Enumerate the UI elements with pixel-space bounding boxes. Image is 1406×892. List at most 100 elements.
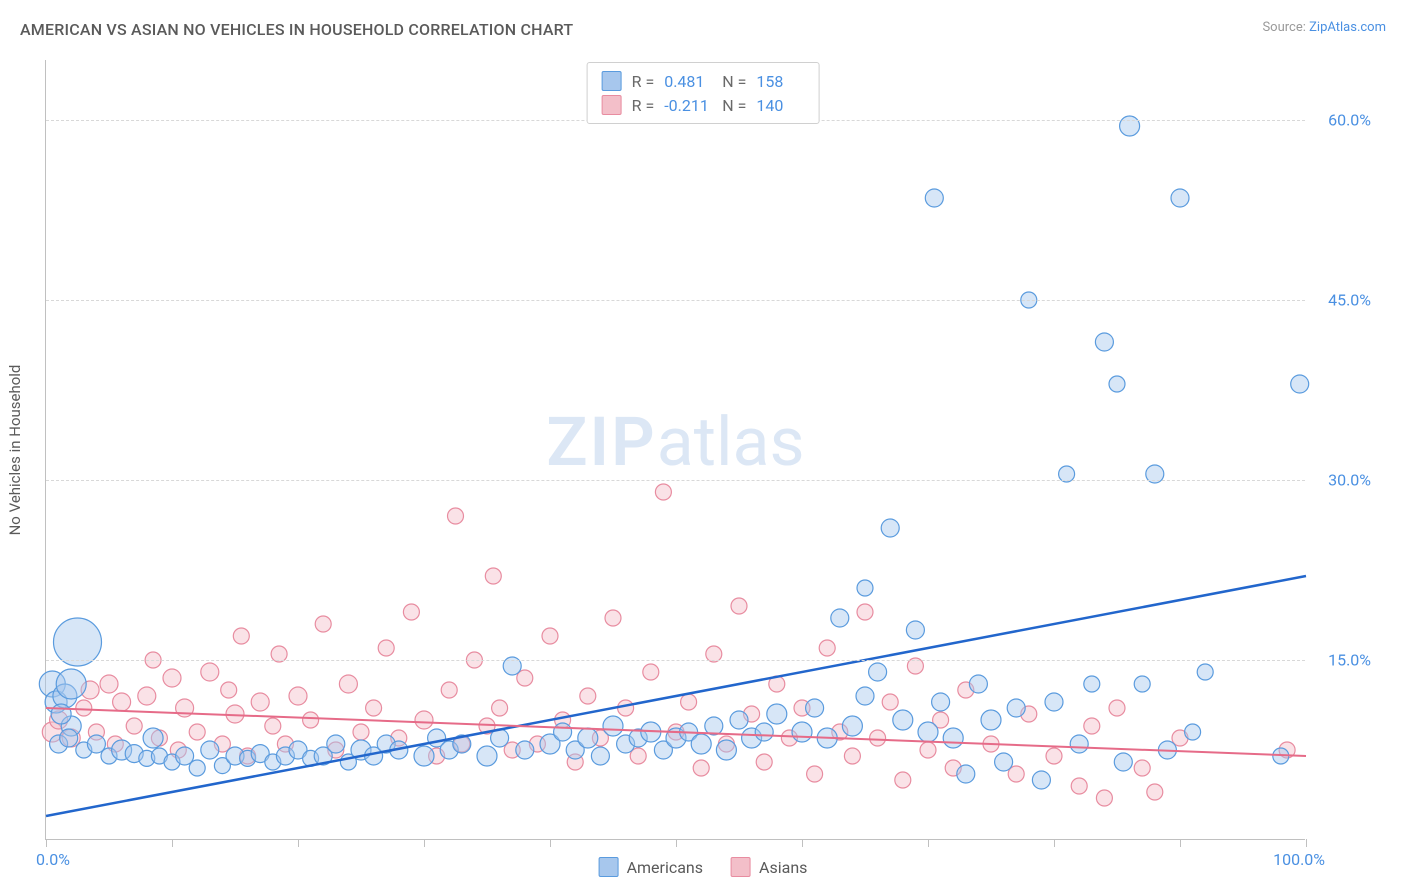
data-point-asians [1071, 778, 1087, 794]
y-axis-title: No Vehicles in Household [6, 365, 24, 536]
data-point-americans [792, 722, 812, 742]
data-point-americans [591, 747, 609, 765]
chart-title: AMERICAN VS ASIAN NO VEHICLES IN HOUSEHO… [20, 20, 573, 39]
source-link[interactable]: ZipAtlas.com [1309, 20, 1386, 35]
data-point-asians [251, 693, 269, 711]
data-point-asians [303, 712, 319, 728]
chart-area: No Vehicles in Household ZIPatlas 0.0% 1… [45, 60, 1365, 840]
data-point-americans [806, 699, 824, 717]
data-point-asians [378, 640, 394, 656]
data-point-asians [189, 724, 205, 740]
data-point-americans [1095, 333, 1113, 351]
data-point-asians [807, 766, 823, 782]
legend-label-asians: Asians [759, 858, 807, 877]
x-tick [46, 839, 47, 847]
data-point-americans [603, 716, 623, 736]
grid-line [46, 660, 1305, 661]
x-tick [802, 839, 803, 847]
data-point-americans [201, 741, 219, 759]
x-tick [1054, 839, 1055, 847]
data-point-asians [403, 604, 419, 620]
swatch-asians [602, 95, 622, 115]
data-point-americans [869, 663, 887, 681]
data-point-americans [925, 189, 943, 207]
data-point-asians [857, 604, 873, 620]
data-point-americans [1032, 771, 1050, 789]
data-point-americans [969, 675, 987, 693]
n-value-asians: 140 [756, 96, 804, 115]
data-point-americans [1007, 699, 1025, 717]
legend-item-asians: Asians [731, 857, 807, 877]
scatter-plot: ZIPatlas 0.0% 100.0% 15.0%30.0%45.0%60.0… [45, 60, 1305, 840]
data-point-asians [441, 682, 457, 698]
data-point-asians [138, 687, 156, 705]
data-point-asians [100, 675, 118, 693]
data-point-americans [716, 740, 736, 760]
data-point-americans [477, 746, 497, 766]
swatch-asians-icon [731, 857, 751, 877]
x-tick [550, 839, 551, 847]
data-point-americans [1171, 189, 1189, 207]
data-point-americans [981, 710, 1001, 730]
data-point-asians [618, 700, 634, 716]
data-point-americans [767, 704, 787, 724]
data-point-americans [554, 723, 572, 741]
data-point-americans [842, 716, 862, 736]
data-point-asians [542, 628, 558, 644]
data-point-americans [414, 746, 434, 766]
legend-stats-row-americans: R = 0.481 N = 158 [602, 69, 805, 93]
source-attribution: Source: ZipAtlas.com [1262, 20, 1386, 35]
data-point-asians [756, 754, 772, 770]
data-point-asians [126, 718, 142, 734]
data-point-asians [339, 675, 357, 693]
x-tick [424, 839, 425, 847]
data-point-americans [143, 728, 163, 748]
data-point-asians [895, 772, 911, 788]
data-point-asians [605, 610, 621, 626]
data-point-americans [943, 728, 963, 748]
data-point-americans [1045, 693, 1063, 711]
grid-line [46, 300, 1305, 301]
data-point-asians [1084, 718, 1100, 734]
data-point-asians [681, 694, 697, 710]
data-point-asians [1147, 784, 1163, 800]
data-point-americans [1291, 375, 1309, 393]
swatch-americans-icon [599, 857, 619, 877]
n-label: N = [722, 72, 746, 91]
source-label: Source: [1262, 20, 1305, 35]
data-point-asians [265, 718, 281, 734]
grid-line [46, 480, 1305, 481]
trend-line-americans [46, 576, 1306, 816]
data-point-americans [932, 693, 950, 711]
y-tick-label: 15.0% [1311, 651, 1371, 670]
legend-item-americans: Americans [599, 857, 703, 877]
swatch-americans [602, 71, 622, 91]
data-point-americans [893, 710, 913, 730]
data-point-americans [730, 711, 748, 729]
data-point-asians [492, 700, 508, 716]
data-point-asians [844, 748, 860, 764]
x-tick [928, 839, 929, 847]
y-tick-label: 30.0% [1311, 471, 1371, 490]
data-point-americans [691, 734, 711, 754]
data-point-asians [448, 508, 464, 524]
legend-series: Americans Asians [599, 857, 808, 877]
data-point-asians [113, 693, 131, 711]
data-point-americans [56, 669, 86, 699]
data-point-asians [415, 711, 433, 729]
x-tick [298, 839, 299, 847]
data-point-asians [1096, 790, 1112, 806]
data-point-americans [856, 687, 874, 705]
x-tick [1180, 839, 1181, 847]
data-point-asians [366, 700, 382, 716]
r-label: R = [632, 96, 655, 115]
x-tick [1306, 839, 1307, 847]
data-point-asians [731, 598, 747, 614]
data-point-americans [1120, 116, 1140, 136]
data-point-americans [957, 765, 975, 783]
data-point-americans [1197, 664, 1213, 680]
data-point-americans [755, 723, 773, 741]
data-point-asians [1046, 748, 1062, 764]
data-point-asians [1109, 700, 1125, 716]
y-tick-label: 45.0% [1311, 291, 1371, 310]
